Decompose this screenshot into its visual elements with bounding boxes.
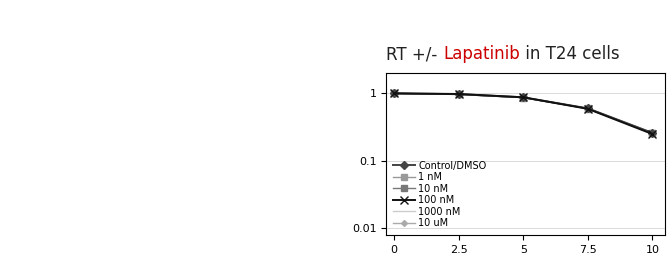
1000 nM [455,93,463,96]
10 nM [584,107,592,110]
10 uM [648,132,657,135]
Line: 1000 nM: 1000 nM [394,93,653,133]
1 nM [390,92,398,95]
100 nM [584,107,592,110]
100 nM [648,132,657,135]
10 nM [519,96,528,99]
Text: RT +/-: RT +/- [386,45,443,63]
Line: 10 uM: 10 uM [392,91,655,135]
Line: 1 nM: 1 nM [391,91,655,136]
1000 nM [648,132,657,135]
Control/DMSO [648,131,657,134]
Legend: Control/DMSO, 1 nM, 10 nM, 100 nM, 1000 nM, 10 uM: Control/DMSO, 1 nM, 10 nM, 100 nM, 1000 … [391,159,489,230]
1 nM [648,131,657,134]
Text: in T24 cells: in T24 cells [519,45,620,63]
1000 nM [519,96,528,99]
10 nM [648,132,657,135]
100 nM [390,92,398,95]
10 nM [455,93,463,96]
100 nM [519,96,528,99]
Line: Control/DMSO: Control/DMSO [391,91,655,136]
Line: 100 nM: 100 nM [390,89,657,138]
100 nM [455,92,463,96]
10 uM [519,96,528,99]
Line: 10 nM: 10 nM [391,91,655,136]
1000 nM [390,92,398,95]
10 uM [455,93,463,96]
1000 nM [584,107,592,110]
Control/DMSO [455,93,463,96]
10 uM [390,92,398,95]
10 uM [584,107,592,110]
1 nM [519,96,528,99]
1 nM [584,107,592,110]
1 nM [455,93,463,96]
Control/DMSO [584,107,592,110]
Text: Lapatinib: Lapatinib [443,45,519,63]
10 nM [390,92,398,95]
Control/DMSO [519,96,528,99]
Control/DMSO [390,92,398,95]
